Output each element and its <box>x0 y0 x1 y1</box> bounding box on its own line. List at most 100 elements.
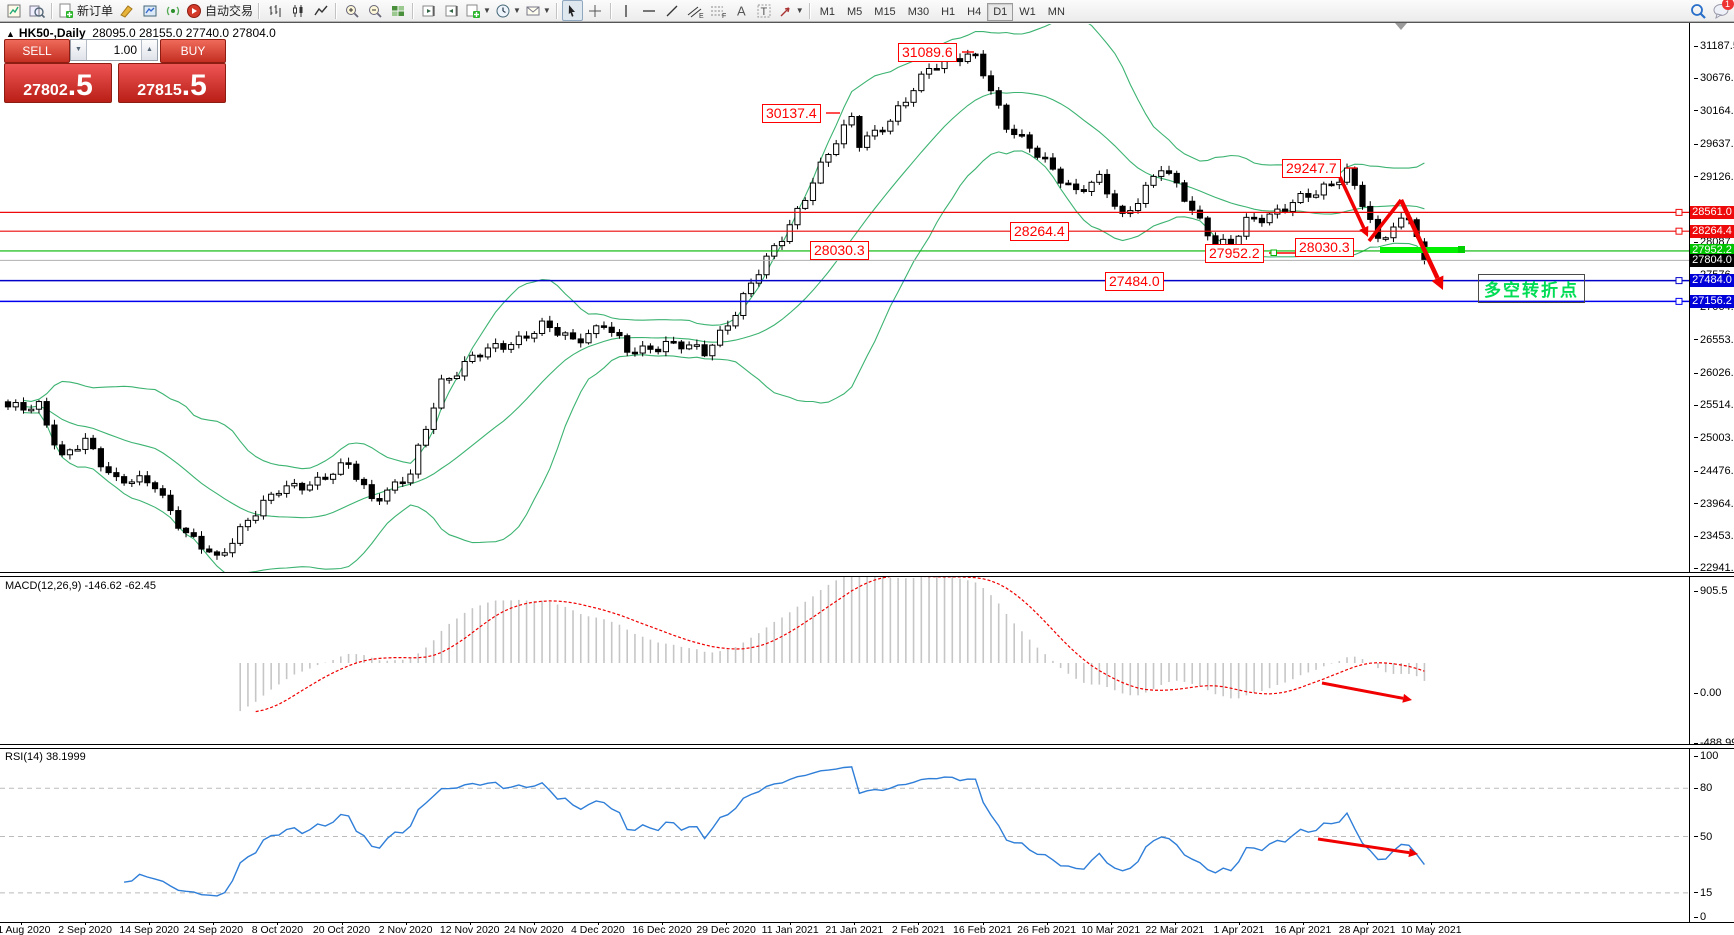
line-handle[interactable] <box>1675 297 1683 305</box>
bar-chart-icon[interactable] <box>264 0 285 21</box>
line-handle[interactable] <box>1675 208 1683 216</box>
date-tick <box>982 922 984 925</box>
trend-arrow[interactable] <box>1367 198 1403 243</box>
volume-spinner[interactable]: ▼ 1.00 ▲ <box>70 39 158 61</box>
date-label: 10 Mar 2021 <box>1081 924 1141 935</box>
signals-icon[interactable] <box>162 0 183 21</box>
line-chart-icon[interactable] <box>310 0 331 21</box>
arrowhead <box>1359 225 1369 237</box>
price-tick-label: 25514.5 <box>1694 399 1734 411</box>
timeframe-m30[interactable]: M30 <box>907 5 930 18</box>
chat-badge: 1 <box>1721 0 1734 10</box>
candlestick-chart-icon[interactable] <box>287 0 308 21</box>
community-chat-icon[interactable]: 1 <box>1710 0 1734 21</box>
svg-text:T: T <box>761 6 768 18</box>
market-watch-icon[interactable] <box>26 0 47 21</box>
timeframe-m1[interactable]: M1 <box>819 5 835 18</box>
date-tick <box>1238 922 1240 925</box>
line-handle[interactable] <box>1270 249 1277 256</box>
price-callout-label[interactable]: 30137.4 <box>762 104 821 123</box>
text-tool[interactable]: A <box>731 0 752 21</box>
toolbar-separator <box>51 2 53 19</box>
crosshair-tool[interactable] <box>585 0 606 21</box>
new-chart-icon[interactable] <box>139 0 160 21</box>
trend-arrow[interactable] <box>1398 199 1440 280</box>
bull-bear-turning-point-annotation[interactable]: 多空转折点 <box>1478 274 1585 303</box>
trend-arrow[interactable] <box>1338 176 1366 229</box>
price-callout-label[interactable]: 28030.3 <box>810 241 869 260</box>
timeframe-m5[interactable]: M5 <box>847 5 863 18</box>
text-label-tool[interactable]: T <box>754 0 775 21</box>
channel-tool[interactable]: E <box>685 0 706 21</box>
macd-axis-label: 905.5 <box>1694 585 1728 597</box>
chart-shift-icon[interactable] <box>441 0 462 21</box>
green-highlight-segment[interactable] <box>1380 247 1463 253</box>
cursor-tool[interactable] <box>561 0 583 21</box>
price-line-badge: 28264.4 <box>1690 224 1734 238</box>
sell-price[interactable]: 27802.5 <box>4 63 112 103</box>
new-order-label: 新订单 <box>77 4 114 18</box>
search-icon[interactable] <box>1687 0 1708 21</box>
toolbar-separator <box>412 2 415 19</box>
zoom-in-icon[interactable] <box>341 0 362 21</box>
time-axis-border <box>0 922 1734 923</box>
volume-value[interactable]: 1.00 <box>113 43 137 57</box>
templates-button[interactable]: ▼ <box>524 0 552 21</box>
styler-icon[interactable] <box>116 0 137 21</box>
fibonacci-tool[interactable]: F <box>708 0 729 21</box>
price-callout-label[interactable]: 29247.7 <box>1282 159 1341 178</box>
segment-handle[interactable] <box>1458 246 1465 253</box>
collapse-panel-icon[interactable]: ▲ <box>6 29 15 39</box>
date-label: 24 Sep 2020 <box>183 924 244 935</box>
price-callout-label[interactable]: 27952.2 <box>1205 244 1264 263</box>
date-axis[interactable]: 21 Aug 2020 2 Sep 2020 14 Sep 2020 24 Sep 2… <box>0 922 1734 935</box>
timeframe-d1[interactable]: D1 <box>987 2 1014 21</box>
trend-arrow[interactable] <box>1317 837 1410 855</box>
timeframe-h1[interactable]: H1 <box>941 5 956 18</box>
toolbar-separator <box>258 2 261 19</box>
buy-price[interactable]: 27815.5 <box>118 63 226 103</box>
volume-decrease-button[interactable]: ▼ <box>71 40 87 60</box>
pane-splitter[interactable] <box>0 572 1734 577</box>
new-order-button[interactable]: 新订单 <box>57 0 114 21</box>
price-callout-label[interactable]: 28264.4 <box>1010 222 1069 241</box>
price-callout-label[interactable]: 31089.6 <box>898 43 957 62</box>
timeframe-h4[interactable]: H4 <box>967 5 982 18</box>
timeframe-mn[interactable]: MN <box>1047 5 1065 18</box>
zoom-out-icon[interactable] <box>364 0 385 21</box>
indicators-button[interactable]: ▼ <box>464 0 492 21</box>
volume-increase-button[interactable]: ▲ <box>141 40 157 60</box>
trendline-tool[interactable] <box>662 0 683 21</box>
arrowhead <box>1402 693 1412 703</box>
trend-arrow[interactable] <box>1321 681 1404 700</box>
date-tick <box>469 922 471 925</box>
arrowhead <box>1408 848 1418 858</box>
line-handle[interactable] <box>1675 227 1683 235</box>
buy-price-frac: .5 <box>181 69 207 102</box>
arrows-tool[interactable]: ▼ <box>777 0 805 21</box>
pane-splitter[interactable] <box>0 744 1734 749</box>
line-handle[interactable] <box>1675 277 1683 285</box>
buy-button[interactable]: BUY <box>160 39 226 63</box>
macd-pane <box>239 576 1426 713</box>
date-label: 10 May 2021 <box>1400 924 1462 935</box>
date-label: 16 Apr 2021 <box>1274 924 1332 935</box>
price-callout-label[interactable]: 28030.3 <box>1295 238 1354 257</box>
timeframe-w1[interactable]: W1 <box>1019 5 1036 18</box>
periods-button[interactable]: ▼ <box>494 0 522 21</box>
auto-scroll-icon[interactable] <box>418 0 439 21</box>
auto-trading-button[interactable]: 自动交易 <box>185 0 254 21</box>
price-tick-label: 31187.5 <box>1694 40 1734 52</box>
horizontal-line-tool[interactable] <box>639 0 660 21</box>
rsi-axis-label: 50 <box>1694 831 1712 843</box>
vertical-line-tool[interactable] <box>616 0 637 21</box>
price-callout-label[interactable]: 27484.0 <box>1105 272 1164 291</box>
bollinger-upper-band <box>23 24 1425 470</box>
timeframe-m15[interactable]: M15 <box>874 5 896 18</box>
chart-profile-icon[interactable] <box>3 0 24 21</box>
sell-button[interactable]: SELL <box>4 39 70 63</box>
tile-windows-icon[interactable] <box>387 0 408 21</box>
date-label: 21 Jan 2021 <box>825 924 884 935</box>
pane-grip-icon[interactable] <box>1395 23 1407 30</box>
